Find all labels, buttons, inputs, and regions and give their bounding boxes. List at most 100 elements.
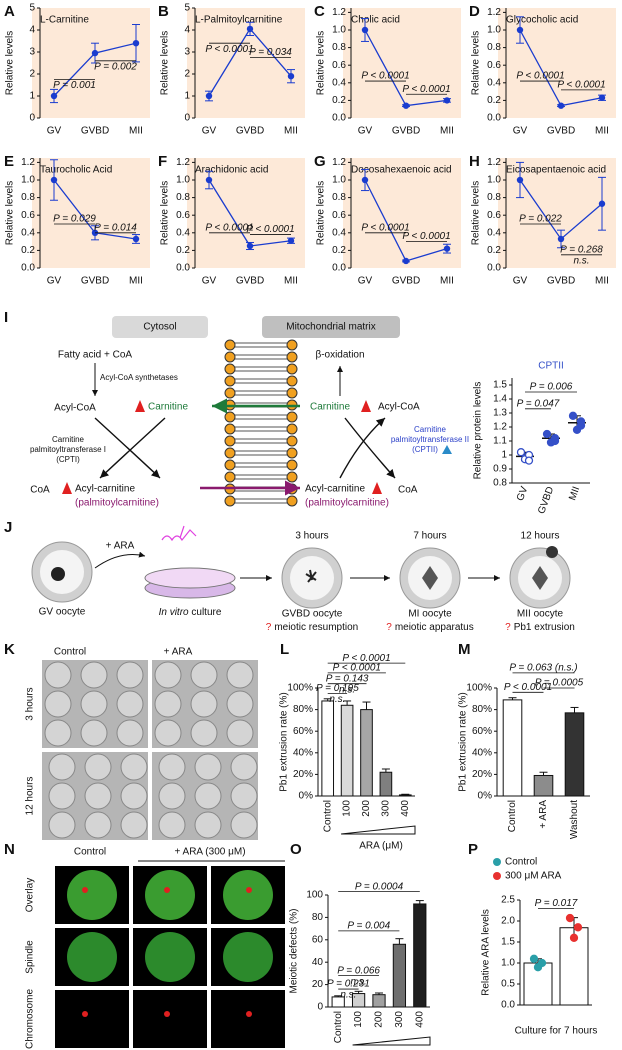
y-tick-label: 1.2 bbox=[176, 157, 190, 168]
y-tick-label: 0.6 bbox=[487, 210, 501, 221]
point bbox=[529, 954, 539, 963]
diagram-j: GV oocyte + ARA In vitro culture 3 hours… bbox=[31, 525, 575, 633]
time-label: 12 hours bbox=[521, 531, 560, 542]
y-tick-label: 0.4 bbox=[21, 227, 35, 238]
spindle bbox=[422, 566, 438, 590]
y-axis-label: Relative levels bbox=[316, 31, 327, 95]
y-tick-label: 60 bbox=[312, 934, 324, 945]
x-tick-label: 200 bbox=[361, 800, 372, 817]
x-tick-label: GVBD bbox=[392, 276, 420, 287]
chromosomes bbox=[305, 569, 317, 583]
y-tick-label: 1 bbox=[501, 450, 507, 461]
point bbox=[246, 242, 254, 250]
point bbox=[565, 913, 575, 923]
bar bbox=[321, 700, 335, 797]
x-tick-label: GVBD bbox=[392, 126, 420, 137]
annotation: n.s. bbox=[329, 694, 345, 705]
point bbox=[443, 245, 451, 252]
annotation: P = 0.268 bbox=[560, 244, 603, 255]
point bbox=[537, 958, 547, 968]
oocyte-image bbox=[120, 782, 148, 810]
annotation: P = 0.066 bbox=[337, 965, 380, 976]
y-tick-label: 0.0 bbox=[332, 263, 346, 274]
dose-triangle bbox=[341, 825, 416, 835]
x-tick-label: MII bbox=[440, 276, 454, 287]
x-tick-label: Control bbox=[333, 1011, 344, 1043]
oocyte-image bbox=[194, 753, 222, 781]
x-tick-label: GV bbox=[202, 126, 217, 137]
lipid-head bbox=[224, 387, 236, 399]
y-tick-label: 0.4 bbox=[332, 77, 346, 88]
oocyte-image bbox=[230, 811, 258, 839]
y-tick-label: 0.5 bbox=[501, 979, 515, 990]
point bbox=[550, 436, 560, 446]
x-tick-label: MII bbox=[284, 276, 298, 287]
x-tick-label: MII bbox=[567, 485, 582, 502]
question-mark: ? bbox=[266, 622, 272, 633]
point bbox=[205, 176, 213, 184]
annotation: P = 0.029 bbox=[53, 214, 96, 225]
plot-background bbox=[187, 8, 305, 118]
up-triangle bbox=[372, 482, 382, 494]
micrograph bbox=[55, 990, 129, 1048]
x-tick-label: GVBD bbox=[236, 276, 264, 287]
micrograph bbox=[133, 990, 207, 1048]
lipid-head bbox=[286, 435, 298, 447]
bar bbox=[564, 712, 585, 797]
lipid-head bbox=[286, 495, 298, 507]
stage-label: MI oocyte bbox=[408, 609, 452, 620]
oocyte-image bbox=[226, 719, 254, 747]
label: Carnitine bbox=[310, 402, 350, 413]
chromosome bbox=[82, 1011, 88, 1017]
lipid-head bbox=[286, 375, 298, 387]
point bbox=[50, 92, 58, 100]
y-tick-label: 1.5 bbox=[501, 937, 515, 948]
lipid-head bbox=[286, 339, 298, 351]
point bbox=[50, 176, 58, 184]
oocyte-image bbox=[194, 782, 222, 810]
label: In vitro culture bbox=[159, 607, 222, 618]
oocyte-image bbox=[154, 661, 182, 689]
y-tick-label: 0.0 bbox=[332, 113, 346, 124]
y-axis-label: Relative levels bbox=[471, 31, 482, 95]
y-tick-label: 0.4 bbox=[487, 227, 501, 238]
nucleus bbox=[51, 567, 65, 581]
annotation: P = 0.001 bbox=[53, 80, 96, 91]
y-axis-label: Relative levels bbox=[5, 181, 16, 245]
x-tick-label: MII bbox=[129, 126, 143, 137]
x-tick-label: GV bbox=[513, 126, 528, 137]
annotation: P = 0.006 bbox=[530, 382, 573, 393]
oocyte-image bbox=[44, 661, 72, 689]
panel-label: O bbox=[290, 841, 302, 858]
lipid-head bbox=[286, 411, 298, 423]
oocyte-image bbox=[67, 870, 117, 920]
lipid-head bbox=[286, 447, 298, 459]
oocyte-image bbox=[194, 811, 222, 839]
arrow bbox=[99, 417, 166, 479]
annotation: P < 0.0001 bbox=[402, 231, 450, 242]
x-tick-label: GV bbox=[513, 276, 528, 287]
chromosome bbox=[246, 1011, 252, 1017]
y-tick-label: 1.2 bbox=[493, 422, 507, 433]
row-label: Overlay bbox=[25, 878, 36, 912]
chromosome bbox=[164, 1011, 170, 1017]
y-tick-label: 0.8 bbox=[487, 192, 501, 203]
annotation: P = 0.0004 bbox=[355, 881, 404, 892]
y-tick-label: 1 bbox=[29, 91, 35, 102]
y-axis-label: Relative levels bbox=[160, 31, 171, 95]
label: (CPTII) bbox=[412, 445, 438, 454]
y-tick-label: 1.0 bbox=[21, 175, 35, 186]
y-tick-label: 0.6 bbox=[176, 210, 190, 221]
y-axis-label: Relative ARA levels bbox=[481, 909, 492, 996]
y-tick-label: 0.2 bbox=[487, 245, 501, 256]
bar bbox=[351, 993, 366, 1008]
oocyte-image bbox=[80, 661, 108, 689]
label: In vitro bbox=[159, 607, 189, 618]
annotation: n.s. bbox=[339, 684, 355, 695]
x-tick-label: 400 bbox=[414, 1011, 425, 1028]
lipid-head bbox=[224, 459, 236, 471]
lipid-head bbox=[224, 351, 236, 363]
label: Acyl-CoA bbox=[378, 402, 420, 413]
x-tick-label: 100 bbox=[353, 1011, 364, 1028]
panel-label: I bbox=[4, 309, 8, 326]
